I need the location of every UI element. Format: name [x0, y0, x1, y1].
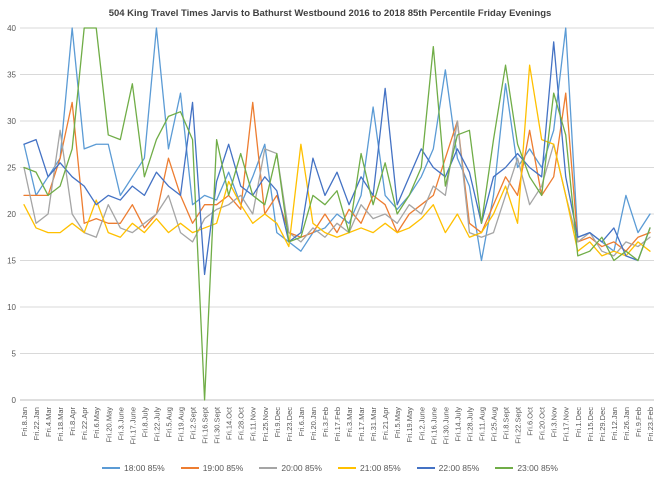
legend-item: 23:00 85% — [495, 463, 558, 473]
x-axis-label: Fri.6.Jan — [297, 407, 306, 436]
x-axis-label: Fri.11.Aug — [477, 407, 486, 441]
x-axis-label: Fri.14.Oct — [225, 406, 234, 440]
legend-label: 21:00 85% — [360, 463, 401, 473]
x-axis-label: Fri.6.Oct — [526, 406, 535, 436]
x-axis-label: Fri.31.Mar — [369, 406, 378, 441]
x-axis-label: Fri.22.July — [152, 407, 161, 442]
x-axis-label: Fri.3.Mar — [345, 406, 354, 437]
y-axis-label: 30 — [7, 117, 16, 126]
x-axis-label: Fri.6.May — [92, 407, 101, 439]
x-axis-label: Fri.8.July — [140, 407, 149, 438]
legend-label: 19:00 85% — [202, 463, 244, 473]
y-axis-label: 20 — [7, 210, 16, 219]
x-axis-label: Fri.23.Feb — [646, 407, 655, 441]
x-axis-label: Fri.4.Mar — [44, 406, 53, 437]
legend-line-marker — [416, 467, 435, 469]
series-line-190085 — [23, 92, 651, 252]
x-axis-label: Fri.3.June — [116, 407, 125, 440]
x-axis-label: Fri.3.Feb — [321, 407, 330, 437]
x-axis-label: Fri.8.Jan — [20, 407, 29, 436]
x-axis-label: Fri.22.Apr — [80, 407, 89, 440]
x-axis-label: Fri.16.June — [429, 407, 438, 445]
x-axis-label: Fri.2.June — [417, 407, 426, 440]
x-axis-label: Fri.28.July — [465, 407, 474, 442]
x-axis-label: Fri.8.Apr — [68, 407, 77, 436]
y-axis-label: 25 — [7, 164, 16, 173]
legend-item: 20:00 85% — [259, 463, 322, 473]
series-line-210085 — [23, 64, 651, 257]
y-axis-label: 0 — [12, 396, 17, 405]
x-axis-label: Fri.15.Dec — [586, 407, 595, 442]
x-axis-label: Fri.20.Oct — [538, 406, 547, 440]
x-axis-label: Fri.11.Nov — [249, 407, 258, 441]
x-axis-label: Fri.30.June — [441, 407, 450, 445]
legend-line-marker — [102, 467, 121, 469]
legend-item: 18:00 85% — [102, 463, 165, 473]
x-axis-label: Fri.17.Mar — [357, 406, 366, 441]
chart-title: 504 King Travel Times Jarvis to Bathurst… — [108, 8, 552, 19]
legend-label: 18:00 85% — [124, 463, 165, 473]
x-axis-label: Fri.9.Dec — [273, 407, 282, 438]
legend-label: 23:00 85% — [517, 463, 558, 473]
series-line-180085 — [23, 27, 651, 262]
x-axis-label: Fri.17.June — [128, 407, 137, 445]
x-axis-label: Fri.23.Dec — [285, 407, 294, 442]
legend-item: 22:00 85% — [416, 463, 480, 473]
legend-label: 20:00 85% — [281, 463, 322, 473]
x-axis-label: Fri.28.Oct — [237, 406, 246, 440]
x-axis-label: Fri.16.Sept — [201, 406, 210, 444]
x-axis-label: Fri.9.Feb — [634, 407, 643, 437]
x-axis-label: Fri.2.Sept — [189, 406, 198, 439]
x-axis-label: Fri.18.Mar — [56, 406, 65, 441]
y-axis-label: 5 — [12, 350, 17, 359]
y-axis-label: 15 — [7, 257, 16, 266]
x-axis-label: Fri.21.Apr — [381, 407, 390, 440]
x-axis-label: Fri.30.Sept — [213, 406, 222, 444]
x-axis-label: Fri.1.Dec — [574, 407, 583, 438]
legend-line-marker — [495, 467, 514, 469]
x-axis-label: Fri.12.Jan — [610, 407, 619, 440]
x-axis-label: Fri.8.Sept — [502, 406, 511, 439]
x-axis-label: Fri.14.July — [453, 407, 462, 442]
x-axis-label: Fri.17.Feb — [333, 407, 342, 441]
x-axis-label: Fri.29.Dec — [598, 407, 607, 442]
x-axis-label: Fri.20.Jan — [309, 407, 318, 440]
legend-item: 19:00 85% — [180, 463, 244, 473]
legend-label: 22:00 85% — [438, 463, 480, 473]
series-line-200085 — [23, 120, 651, 257]
x-axis-label: Fri.22.Jan — [32, 407, 41, 440]
series-line-220085 — [23, 41, 651, 276]
legend-line-marker — [338, 467, 356, 469]
x-axis-label: Fri.3.Nov — [550, 407, 559, 438]
x-axis-label: Fri.19.Aug — [177, 407, 186, 442]
series-line-230085 — [23, 27, 651, 401]
legend-line-marker — [259, 467, 278, 469]
x-axis-label: Fri.26.Jan — [622, 407, 631, 440]
y-axis-label: 35 — [7, 71, 16, 80]
x-axis-label: Fri.25.Aug — [490, 407, 499, 442]
x-axis-label: Fri.17.Nov — [562, 407, 571, 442]
legend-item: 21:00 85% — [338, 463, 401, 473]
x-axis-label: Fri.19.May — [405, 407, 414, 443]
x-axis-label: Fri.5.May — [393, 407, 402, 439]
x-axis-label: Fri.20.May — [104, 407, 113, 443]
x-axis-label: Fri.22.Sept — [514, 406, 523, 444]
y-axis-label: 40 — [7, 24, 16, 33]
legend-line-marker — [180, 467, 199, 469]
x-axis-label: Fri.5.Aug — [164, 407, 173, 437]
y-axis-label: 10 — [7, 303, 16, 312]
x-axis-label: Fri.25.Nov — [261, 407, 270, 442]
chart-legend: 18:00 85% 19:00 85% 20:00 85% 21:00 85% 22:0… — [0, 463, 660, 473]
